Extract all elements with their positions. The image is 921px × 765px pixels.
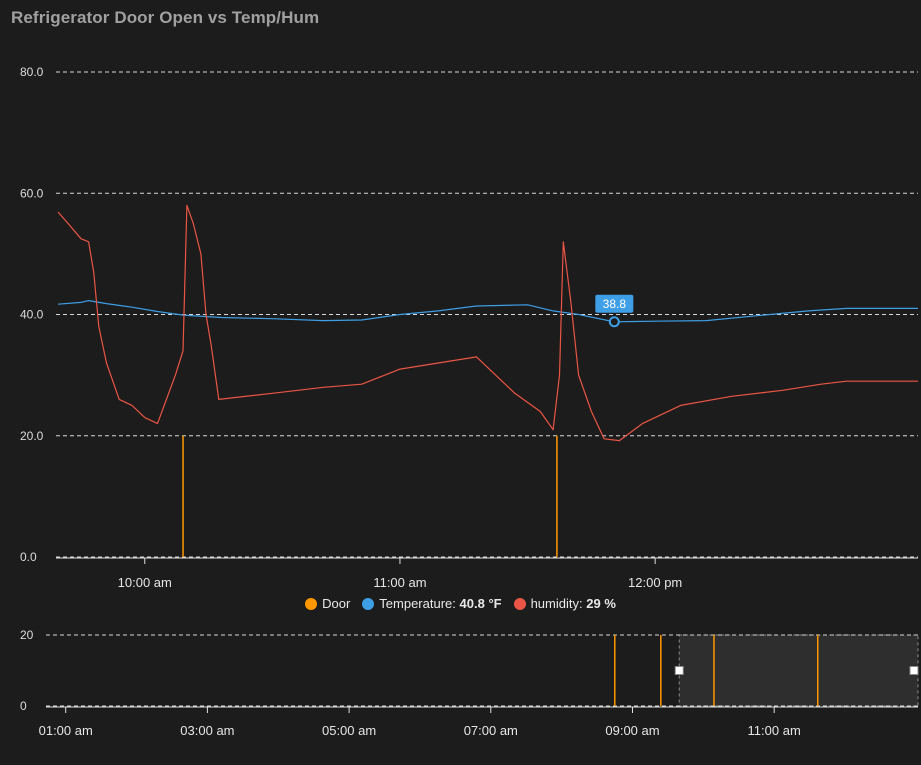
main-temperature-line [57,300,918,323]
legend-humidity-label: humidity: 29 % [530,596,616,611]
navigator-xtick-label: 05:00 am [322,723,376,738]
navigator-xtick-label: 09:00 am [605,723,659,738]
legend-item-humidity[interactable]: humidity: 29 % [513,596,616,611]
legend-door-label: Door [322,596,351,611]
tooltip-marker [608,316,620,328]
legend-humidity-value: 29 % [586,596,616,611]
navigator-xtick-label: 11:00 am [748,723,801,738]
navigator-selection-handle-right[interactable] [909,666,919,675]
navigator-xtick-label: 01:00 am [39,723,93,738]
main-xtick-label: 11:00 am [373,575,426,590]
main-humidity-line [57,204,918,442]
navigator-xtick-label: 07:00 am [464,723,518,738]
main-xtick-label: 12:00 pm [628,575,682,590]
legend-item-door[interactable]: Door [305,596,350,611]
legend-humidity-marker [513,597,526,610]
main-ytick-label: 20.0 [20,429,44,443]
legend-temperature-marker [362,597,375,610]
navigator-selection-band [678,634,919,707]
tooltip-value: 38.8 [603,297,627,311]
navigator-selection-handle-left[interactable] [674,666,684,675]
chart-legend: Door Temperature: 40.8 °F humidity: 29 % [0,596,921,611]
legend-item-temperature[interactable]: Temperature: 40.8 °F [362,596,502,611]
main-ytick-label: 0.0 [20,550,37,564]
navigator-xtick-label: 03:00 am [180,723,234,738]
main-ytick-label: 40.0 [20,308,44,322]
card-title: Refrigerator Door Open vs Temp/Hum [11,8,320,27]
navigator-ytick-label: 0 [20,699,27,713]
legend-temperature-label: Temperature: 40.8 °F [379,596,502,611]
legend-door-marker [305,597,318,610]
main-ytick-label: 80.0 [20,65,44,79]
tooltip-box [595,294,634,313]
main-xtick-label: 10:00 am [118,575,172,590]
main-ytick-label: 60.0 [20,186,44,200]
navigator-ytick-label: 20 [20,628,34,642]
legend-temperature-value: 40.8 °F [459,596,502,611]
